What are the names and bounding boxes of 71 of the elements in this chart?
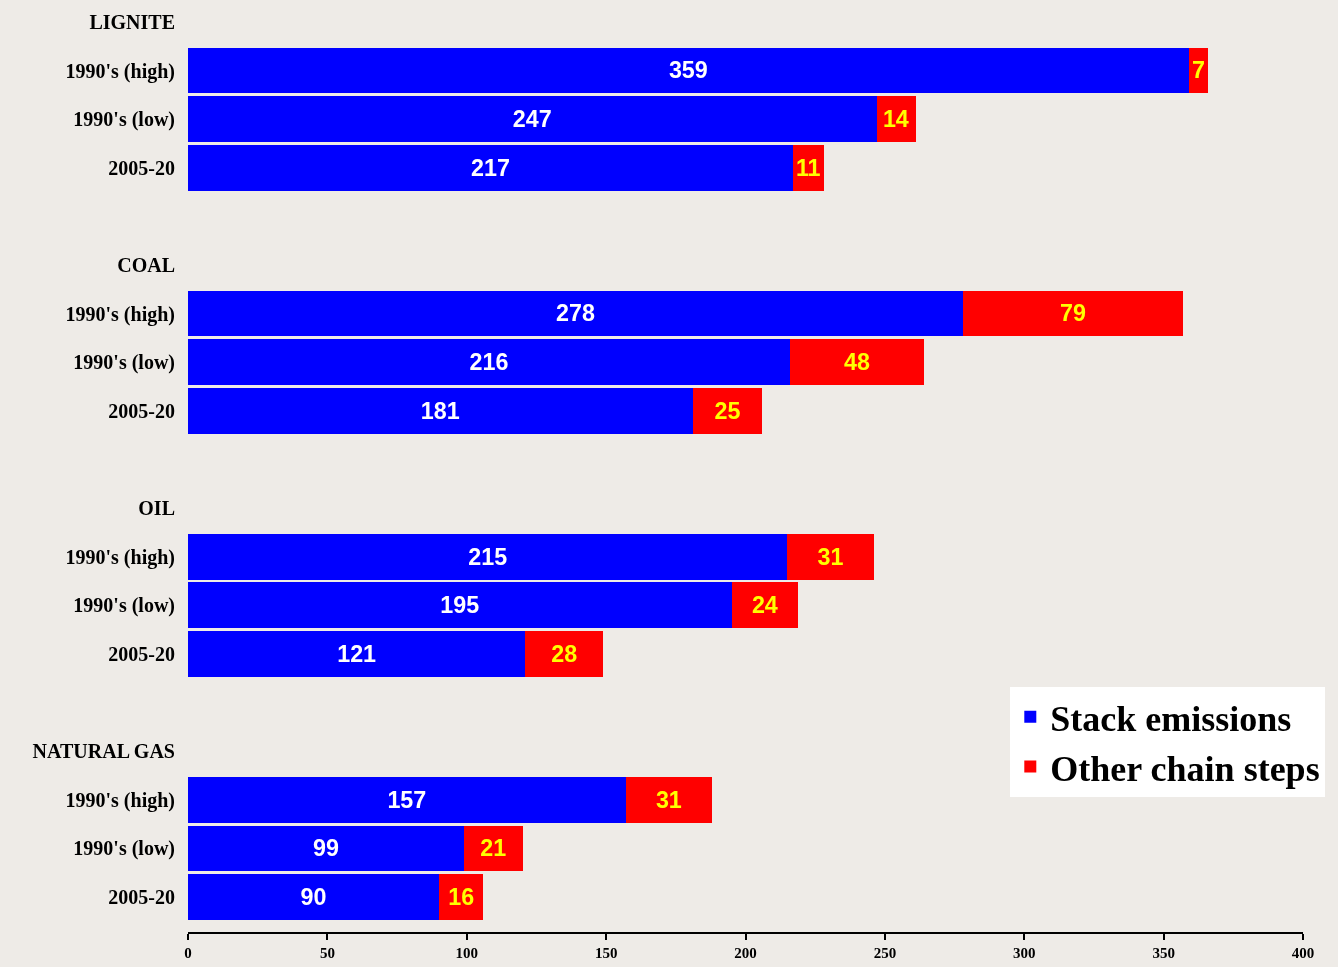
bar xyxy=(188,874,439,920)
y-tick-label: 1990's (low) xyxy=(73,837,175,861)
data-label: 31 xyxy=(817,543,844,570)
x-tick-label: 50 xyxy=(319,945,335,961)
data-label: 79 xyxy=(1060,300,1087,327)
y-tick-label: 2005-20 xyxy=(108,399,175,422)
bar xyxy=(731,582,799,629)
x-tick-label: 0 xyxy=(184,945,192,961)
x-tick-label: 200 xyxy=(734,945,757,961)
bar xyxy=(787,533,874,580)
bar xyxy=(625,776,713,823)
bar xyxy=(188,290,963,337)
data-label: 195 xyxy=(440,592,480,619)
y-tick-label: 1990's (low) xyxy=(73,594,175,618)
x-tick-label: 400 xyxy=(1291,945,1315,961)
x-tick-label: 100 xyxy=(455,945,478,961)
bar xyxy=(188,825,464,872)
data-label: 278 xyxy=(556,300,595,327)
bar xyxy=(188,776,626,823)
y-tick-label: LIGNITE xyxy=(89,10,175,33)
bar xyxy=(790,339,924,386)
x-tick-label: 250 xyxy=(873,945,897,961)
data-label: 31 xyxy=(655,786,682,813)
y-tick-label: 2005-20 xyxy=(108,156,175,179)
bar xyxy=(188,631,526,677)
y-tick-label: OIL xyxy=(138,497,175,520)
bar xyxy=(188,533,788,580)
y-tick-label: 2005-20 xyxy=(108,642,175,665)
bar xyxy=(188,144,793,191)
y-tick-label: 1990's (high) xyxy=(65,788,175,812)
data-label: 21 xyxy=(480,835,507,862)
y-tick-label: 1990's (high) xyxy=(65,302,175,326)
x-tick-label: 150 xyxy=(594,945,618,961)
bar xyxy=(188,582,732,629)
bar xyxy=(188,96,877,142)
x-tick-label: 350 xyxy=(1152,945,1175,961)
bar xyxy=(692,387,763,434)
data-label: 121 xyxy=(337,640,377,667)
data-label: 16 xyxy=(448,883,475,910)
data-label: 14 xyxy=(882,106,909,133)
y-tick-label: 1990's (high) xyxy=(65,59,175,83)
bar xyxy=(525,631,604,677)
data-label: 25 xyxy=(714,397,741,424)
bar xyxy=(463,825,523,872)
bar xyxy=(188,339,791,386)
y-tick-label: 1990's (low) xyxy=(73,108,175,132)
data-label: 24 xyxy=(751,592,778,619)
y-tick-label: 1990's (low) xyxy=(73,351,175,375)
data-label: 217 xyxy=(471,154,510,181)
data-label: 28 xyxy=(551,640,578,667)
data-label: 7 xyxy=(1191,57,1205,84)
data-label: 359 xyxy=(668,57,708,84)
y-tick-label: NATURAL GAS xyxy=(32,740,175,763)
y-tick-label: 1990's (high) xyxy=(65,545,175,569)
data-label: 216 xyxy=(469,349,509,376)
data-label: 157 xyxy=(387,786,427,813)
data-label: 48 xyxy=(844,349,870,376)
bar xyxy=(188,387,693,434)
bar xyxy=(188,47,1189,94)
data-label: 99 xyxy=(313,835,339,862)
bar xyxy=(962,290,1184,337)
data-label: 11 xyxy=(795,154,821,181)
y-tick-label: 2005-20 xyxy=(108,886,175,908)
legend-label: Other chain steps xyxy=(1050,748,1320,789)
data-label: 181 xyxy=(420,397,460,424)
x-tick-label: 300 xyxy=(1013,945,1036,961)
y-tick-label: COAL xyxy=(117,253,175,276)
data-label: 247 xyxy=(512,106,552,133)
data-label: 215 xyxy=(468,543,508,570)
legend-label: Stack emissions xyxy=(1050,698,1292,739)
data-label: 90 xyxy=(300,883,327,910)
